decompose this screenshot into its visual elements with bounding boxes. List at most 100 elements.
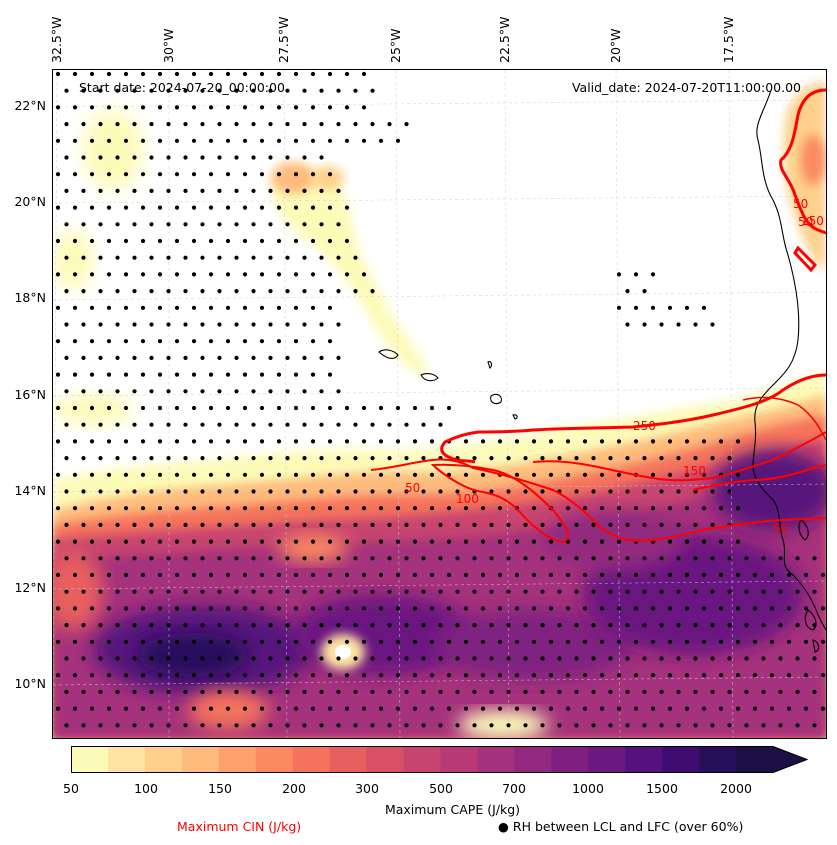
rh-dot [225,572,231,578]
rh-dot [310,673,316,678]
rh-dot [149,188,154,193]
rh-dot [285,255,290,260]
rh-dot [89,472,95,477]
rh-dot [718,539,724,544]
rh-dot [548,539,554,544]
rh-dot [327,606,333,611]
rh-dot [200,322,205,327]
cin-contour-label: 150 [683,464,706,478]
rh-dot [506,556,511,561]
rh-dot [251,122,256,127]
rh-dot [395,506,401,511]
rh-dot [421,723,426,728]
rh-dot [582,439,588,444]
rh-dot [523,456,528,461]
rh-dot [55,138,61,143]
rh-dot [268,522,273,527]
rh-dot [404,689,409,695]
rh-dot [268,188,273,193]
rh-dot [123,272,129,277]
rh-dot [625,656,630,661]
rh-dot [531,639,537,644]
rh-dot [115,456,120,461]
rh-dot [149,222,154,227]
rh-dot [370,589,375,594]
rh-dot [251,422,256,427]
rh-dot [531,539,537,544]
colorbar-swatch [107,746,146,773]
rh-dot [336,88,341,93]
rh-dot [548,639,554,644]
rh-dot [89,673,95,678]
rh-dot [285,155,290,160]
rh-dot [140,205,146,210]
rh-dot [174,138,180,143]
rh-dot [157,138,163,143]
rh-dot [344,606,350,611]
rh-dot [72,138,78,143]
rh-dot [727,456,732,461]
rh-dot [242,205,248,210]
rh-dot [786,606,792,611]
rh-dot [81,623,86,628]
rh-dot [650,472,656,477]
rh-dot [89,71,95,77]
rh-dot [429,706,435,711]
rh-dot [81,122,86,127]
rh-dot [633,272,639,277]
rh-dot [404,489,409,494]
rh-dot [455,522,460,527]
rh-dot [251,489,256,494]
rh-dot [157,205,163,210]
rh-dot [157,439,163,444]
rh-dot [234,589,239,594]
rh-dot [242,606,248,611]
rh-dot [64,589,69,594]
rh-dot [616,706,622,711]
rh-dot [310,572,316,578]
rh-dot [735,639,741,644]
rh-dot [234,689,239,695]
rh-dot [565,572,571,578]
colorbar-tick-label: 50 [63,781,79,796]
rh-dot [667,506,673,511]
rh-dot [208,539,214,544]
rh-dot [268,589,273,594]
rh-dot [693,589,698,594]
rh-dot [115,656,120,661]
rh-dot [81,522,86,527]
rh-dot [319,222,324,227]
rh-dot [89,706,95,711]
rh-dot [735,572,741,578]
rh-dot [735,606,741,611]
rh-dot [370,656,375,661]
rh-dot [506,656,511,661]
rh-dot [472,623,477,628]
rh-dot [140,272,146,277]
rh-dot [55,305,61,310]
rh-dot [81,556,86,561]
rh-dot [336,623,341,628]
colorbar-swatch [403,746,442,773]
lat-tick-label: 18°N [14,290,46,305]
rh-dot [710,689,715,695]
rh-dot [506,522,511,527]
rh-dot [64,188,69,193]
rh-dot [217,589,222,594]
rh-dot [285,88,290,93]
rh-dot [293,572,299,578]
rh-dot [710,489,715,494]
rh-dot [523,689,528,695]
rh-dot [149,489,154,494]
rh-dot [89,506,95,511]
rh-dot [378,673,384,678]
rh-dot [319,422,324,427]
rh-dot [200,556,205,561]
rh-dot [463,472,469,477]
colorbar-tick-label: 300 [355,781,379,796]
rh-dot [463,506,469,511]
rh-dot [319,188,324,193]
rh-dot [293,673,299,678]
rh-dot [548,606,554,611]
rh-dot [191,339,197,344]
